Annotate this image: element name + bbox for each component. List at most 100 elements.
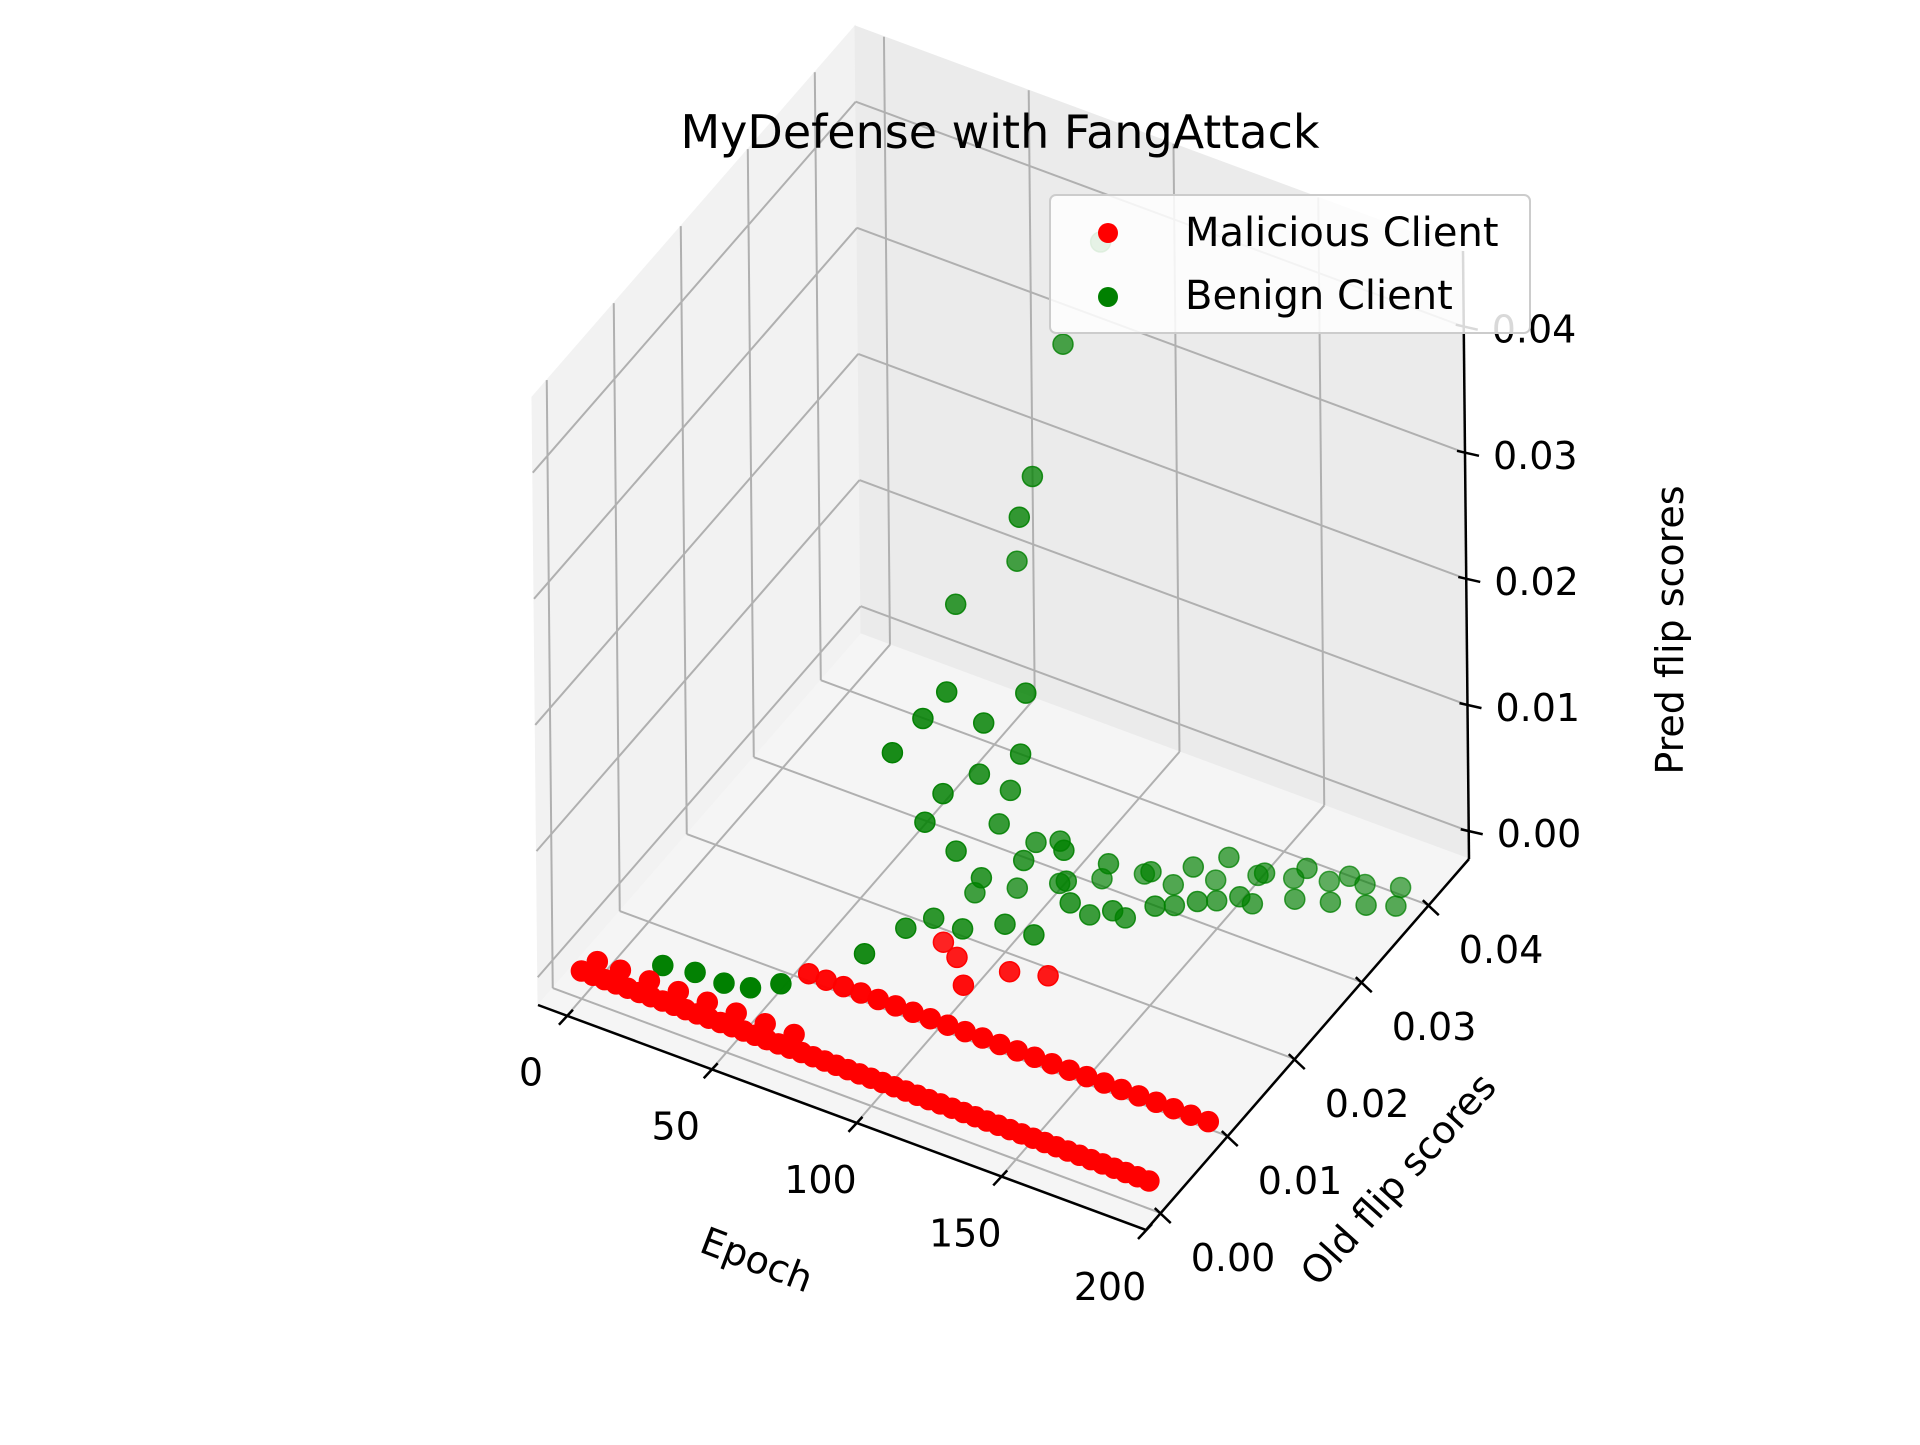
y-tick-label: 0.04 <box>1459 928 1544 972</box>
data-point-benign <box>994 913 1016 935</box>
x-axis-line <box>537 1003 1147 1232</box>
data-point-benign <box>1389 876 1412 899</box>
data-point-benign <box>1205 890 1228 912</box>
z-axis-label: Pred flip scores <box>1648 485 1692 774</box>
grid-line-z-left <box>533 227 858 600</box>
data-point-benign <box>1284 888 1306 910</box>
y-tick-label: 0.02 <box>1325 1082 1410 1126</box>
x-tick-label: 50 <box>652 1104 700 1148</box>
data-point-benign <box>895 917 917 939</box>
grid-line-y-left <box>746 149 755 758</box>
data-point-malicious <box>952 974 975 996</box>
x-axis-label: Epoch <box>694 1218 818 1301</box>
data-point-benign <box>1296 857 1318 880</box>
y-tick-mark <box>1220 1130 1239 1148</box>
x-tick-label: 200 <box>1074 1265 1147 1309</box>
data-point-benign <box>1319 891 1342 913</box>
data-point-benign <box>1078 904 1101 926</box>
grid-line-z-back <box>860 605 1470 833</box>
grid-line-z-back <box>859 479 1468 707</box>
grid-line-x-floor <box>566 644 891 1017</box>
data-point-benign <box>1008 506 1031 528</box>
z-tick-mark <box>1460 828 1484 836</box>
data-point-benign <box>970 867 993 889</box>
y-tick-label: 0.01 <box>1258 1159 1343 1203</box>
data-point-benign <box>1059 892 1081 914</box>
data-point-benign <box>914 811 936 833</box>
data-point-benign <box>1006 550 1028 572</box>
z-tick-mark <box>1456 449 1480 458</box>
data-point-benign <box>1025 831 1047 854</box>
data-point-benign <box>1182 856 1205 878</box>
grid-line-y-floor <box>552 987 1162 1215</box>
y-tick-label: 0.03 <box>1392 1005 1477 1049</box>
data-point-benign <box>881 741 904 764</box>
data-point-benign <box>1009 743 1032 765</box>
data-point-benign <box>1204 869 1227 891</box>
z-tick-label: 0.01 <box>1495 686 1580 730</box>
data-point-benign <box>972 712 995 734</box>
z-axis-line <box>1461 250 1471 860</box>
data-point-malicious <box>998 960 1021 983</box>
grid-line-x-back <box>1027 90 1036 699</box>
data-point-malicious <box>1138 1170 1160 1192</box>
grid-lines <box>531 36 1470 1231</box>
legend-label-benign: Benign Client <box>1185 273 1453 319</box>
data-point-benign <box>912 707 934 730</box>
grid-line-z-back <box>857 353 1467 580</box>
y-axis-line <box>1145 858 1470 1231</box>
x-tick-mark <box>847 1116 864 1133</box>
data-point-benign <box>945 840 967 862</box>
z-tick-mark <box>1459 701 1482 710</box>
z-tick-mark <box>1457 575 1481 584</box>
data-point-benign <box>922 907 945 929</box>
data-point-benign <box>1140 860 1162 883</box>
data-point-benign <box>1385 895 1407 917</box>
data-point-benign <box>770 973 792 995</box>
data-point-benign <box>1101 900 1124 922</box>
grid-line-y-floor <box>753 756 1363 984</box>
x-tick-label: 100 <box>784 1158 857 1202</box>
data-point-benign <box>944 593 967 616</box>
x-tick-mark <box>1137 1223 1153 1240</box>
axis-lines <box>537 250 1471 1232</box>
grid-line-y-floor <box>686 833 1296 1061</box>
y-tick-label: 0.00 <box>1191 1236 1276 1280</box>
y-tick-mark <box>1153 1207 1172 1224</box>
data-point-benign <box>1015 682 1037 704</box>
data-point-benign <box>684 961 706 984</box>
grid-line-z-left <box>536 605 862 978</box>
data-point-benign <box>1144 895 1166 917</box>
data-point-malicious <box>1037 965 1059 987</box>
data-point-benign <box>999 779 1022 802</box>
y-tick-mark <box>1287 1053 1306 1071</box>
axis-ticks: 0 50 100 150 200 0.00 0.01 0.02 0.03 0.04 0.00 0.01… <box>519 308 1581 1309</box>
data-point-benign <box>1021 465 1044 488</box>
data-point-benign <box>1163 894 1186 917</box>
data-point-benign <box>1052 333 1074 355</box>
data-point-benign <box>1253 862 1276 884</box>
data-point-benign <box>1338 865 1361 888</box>
x-tick-mark <box>992 1169 1009 1187</box>
grid-line-x-back <box>882 36 891 645</box>
data-point-benign <box>988 813 1010 835</box>
grid-line-y-left <box>679 226 688 835</box>
data-point-benign <box>853 942 876 965</box>
legend: Malicious Client Benign Client <box>1049 194 1531 334</box>
legend-marker-benign <box>1098 287 1118 307</box>
grid-line-z-left <box>534 353 859 726</box>
legend-marker-malicious <box>1098 223 1118 243</box>
data-point-malicious <box>946 946 968 969</box>
x-tick-label: 0 <box>519 1051 543 1095</box>
grid-line-z-left <box>531 101 857 474</box>
legend-frame <box>1049 194 1531 334</box>
data-point-benign <box>932 782 954 805</box>
legend-label-malicious: Malicious Client <box>1185 210 1499 256</box>
grid-line-y-left <box>545 380 554 989</box>
data-point-benign <box>951 918 974 940</box>
data-point-benign <box>1186 890 1209 913</box>
x-tick-mark <box>558 1008 574 1026</box>
data-point-benign <box>1218 846 1240 869</box>
